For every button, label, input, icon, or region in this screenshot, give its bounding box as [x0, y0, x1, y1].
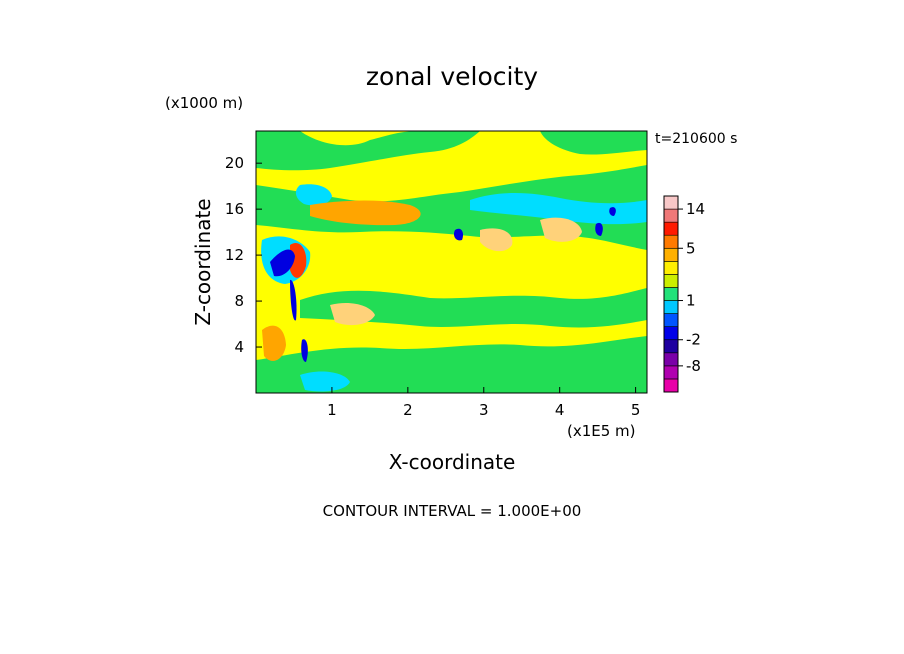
red-core — [290, 242, 307, 278]
colorbar-segment — [663, 287, 679, 301]
blue-dot-center — [453, 228, 464, 241]
x-tick-label: 5 — [631, 401, 641, 419]
blue-dot-far-right — [609, 207, 616, 216]
colorbar-segment — [663, 195, 679, 210]
colorbar-label: 1 — [686, 292, 696, 310]
x-tick-label: 3 — [479, 401, 489, 419]
orange-band-upper — [310, 200, 421, 226]
colorbar-label: 5 — [686, 239, 696, 257]
colorbar-segment — [663, 274, 679, 288]
colorbar-segment — [663, 339, 679, 354]
green-region-top-right — [540, 131, 647, 155]
colorbar-segment — [663, 234, 679, 249]
y-tick-label: 20 — [225, 154, 244, 172]
colorbar-segment — [663, 352, 679, 367]
green-region-bottom — [256, 336, 647, 393]
y-tick-label: 8 — [234, 292, 244, 310]
contour-field — [256, 131, 647, 393]
orange-blob-center — [480, 228, 513, 252]
time-label: t=210600 s — [655, 131, 737, 147]
green-region-top — [256, 131, 480, 171]
colorbar-frame — [663, 195, 679, 393]
x-axis-ticks: 1 2 3 4 5 — [327, 387, 640, 419]
blue-streak-jet — [290, 279, 297, 321]
colorbar-segment — [663, 326, 679, 341]
cyan-blob-top-left — [295, 184, 332, 206]
x-unit-label: (x1E5 m) — [567, 422, 636, 440]
orange-blob-left — [262, 325, 286, 361]
x-tick-label: 2 — [403, 401, 413, 419]
orange-blob-right — [540, 217, 582, 242]
y-tick-label: 16 — [225, 200, 244, 218]
green-region-mid — [300, 288, 647, 328]
y-unit-label: (x1000 m) — [165, 94, 243, 112]
blue-streak-lower — [301, 339, 308, 362]
orange-blob-mid — [330, 303, 375, 326]
x-tick-label: 1 — [327, 401, 337, 419]
y-tick-label: 12 — [225, 246, 244, 264]
contour-interval-note: CONTOUR INTERVAL = 1.000E+00 — [323, 502, 582, 520]
colorbar-segment — [663, 261, 679, 275]
colorbar-label: -8 — [686, 357, 701, 375]
colorbar-segment — [663, 247, 679, 262]
x-axis-label: X-coordinate — [389, 450, 516, 474]
colorbar-label: -2 — [686, 331, 701, 349]
cyan-streak-upper — [470, 193, 647, 225]
colorbar-segment — [663, 221, 679, 236]
plot-frame — [255, 130, 648, 394]
cyan-blob-bottom — [300, 371, 350, 392]
x-tick-label: 4 — [555, 401, 565, 419]
colorbar-label: 14 — [686, 200, 705, 218]
y-tick-label: 4 — [234, 338, 244, 356]
colorbar — [663, 195, 679, 393]
colorbar-segment — [663, 378, 679, 393]
colorbar-segment — [663, 313, 679, 327]
y-axis-label: Z-coordinate — [191, 198, 215, 325]
colorbar-segment — [663, 208, 679, 223]
chart-title: zonal velocity — [366, 62, 538, 91]
blue-dot-right — [595, 222, 603, 236]
blue-core-upper — [270, 249, 295, 277]
y-axis-ticks: 4 8 12 16 20 — [225, 154, 262, 356]
colorbar-segment — [663, 365, 679, 380]
colorbar-segment — [663, 300, 679, 314]
colorbar-labels: 14 5 1 -2 -8 — [678, 200, 705, 375]
